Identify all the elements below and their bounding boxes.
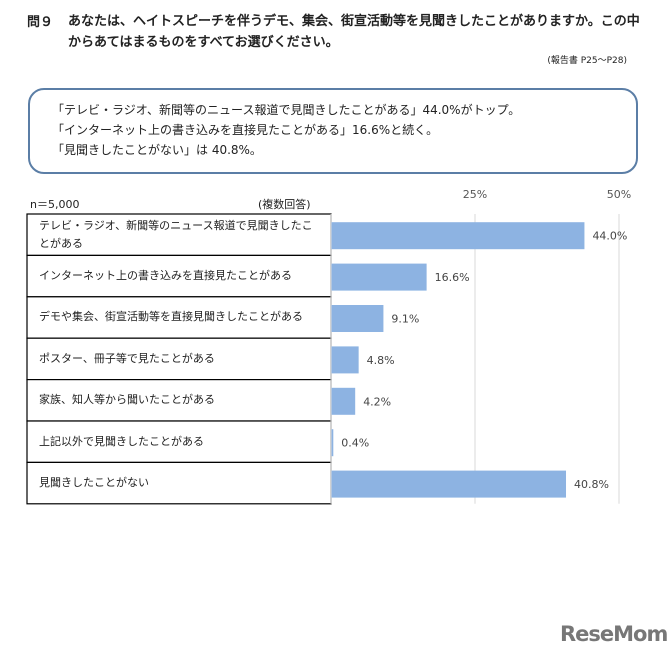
sample-size: n＝5,000: [30, 198, 80, 211]
category-label: インターネット上の書き込みを直接見たことがある: [39, 269, 292, 282]
question-number: 問９: [27, 15, 54, 30]
data-label: 4.8%: [367, 354, 395, 367]
data-label: 44.0%: [592, 230, 627, 243]
bar: [331, 222, 585, 250]
summary-line: 「見聞きしたことがない」は 40.8%。: [52, 143, 262, 157]
bar: [331, 387, 356, 415]
data-label: 9.1%: [391, 313, 419, 326]
question-text: あなたは、ヘイトスピーチを伴うデモ、集会、街宣活動等を見聞きしたことがありますか…: [68, 14, 640, 50]
summary-line: 「テレビ・ラジオ、新聞等のニュース報道で見聞きしたことがある」44.0%がトップ…: [52, 103, 521, 117]
bar: [331, 346, 359, 374]
summary-box: 「テレビ・ラジオ、新聞等のニュース報道で見聞きしたことがある」44.0%がトップ…: [28, 88, 638, 174]
data-label: 0.4%: [341, 437, 369, 450]
data-label: 4.2%: [363, 395, 391, 408]
bar: [331, 263, 427, 291]
x-tick-label: 50%: [607, 188, 631, 201]
category-label: テレビ・ラジオ、新聞等のニュース報道で見聞きしたことがある: [39, 219, 313, 250]
summary-line: 「インターネット上の書き込みを直接見たことがある」16.6%と続く。: [52, 123, 439, 137]
bar: [331, 470, 567, 498]
report-reference: (報告書 P25～P28): [547, 56, 627, 66]
data-label: 40.8%: [574, 478, 609, 491]
resemom-logo: ReseMom: [560, 622, 668, 646]
category-cell: [26, 420, 332, 464]
data-label: 16.6%: [435, 271, 470, 284]
category-label: 見聞きしたことがない: [39, 476, 149, 489]
answer-type: (複数回答): [258, 198, 311, 211]
category-label: 上記以外で見聞きしたことがある: [39, 435, 204, 448]
category-cell: [26, 254, 332, 298]
category-label: ポスター、冊子等で見たことがある: [39, 352, 215, 365]
x-tick-label: 25%: [463, 188, 487, 201]
category-cell: [26, 296, 332, 339]
bar: [331, 305, 384, 332]
category-cell: [26, 213, 332, 257]
category-label: 家族、知人等から聞いたことがある: [39, 393, 215, 406]
bar: [331, 429, 334, 457]
category-label: デモや集会、街宣活動等を直接見聞きしたことがある: [39, 310, 303, 323]
